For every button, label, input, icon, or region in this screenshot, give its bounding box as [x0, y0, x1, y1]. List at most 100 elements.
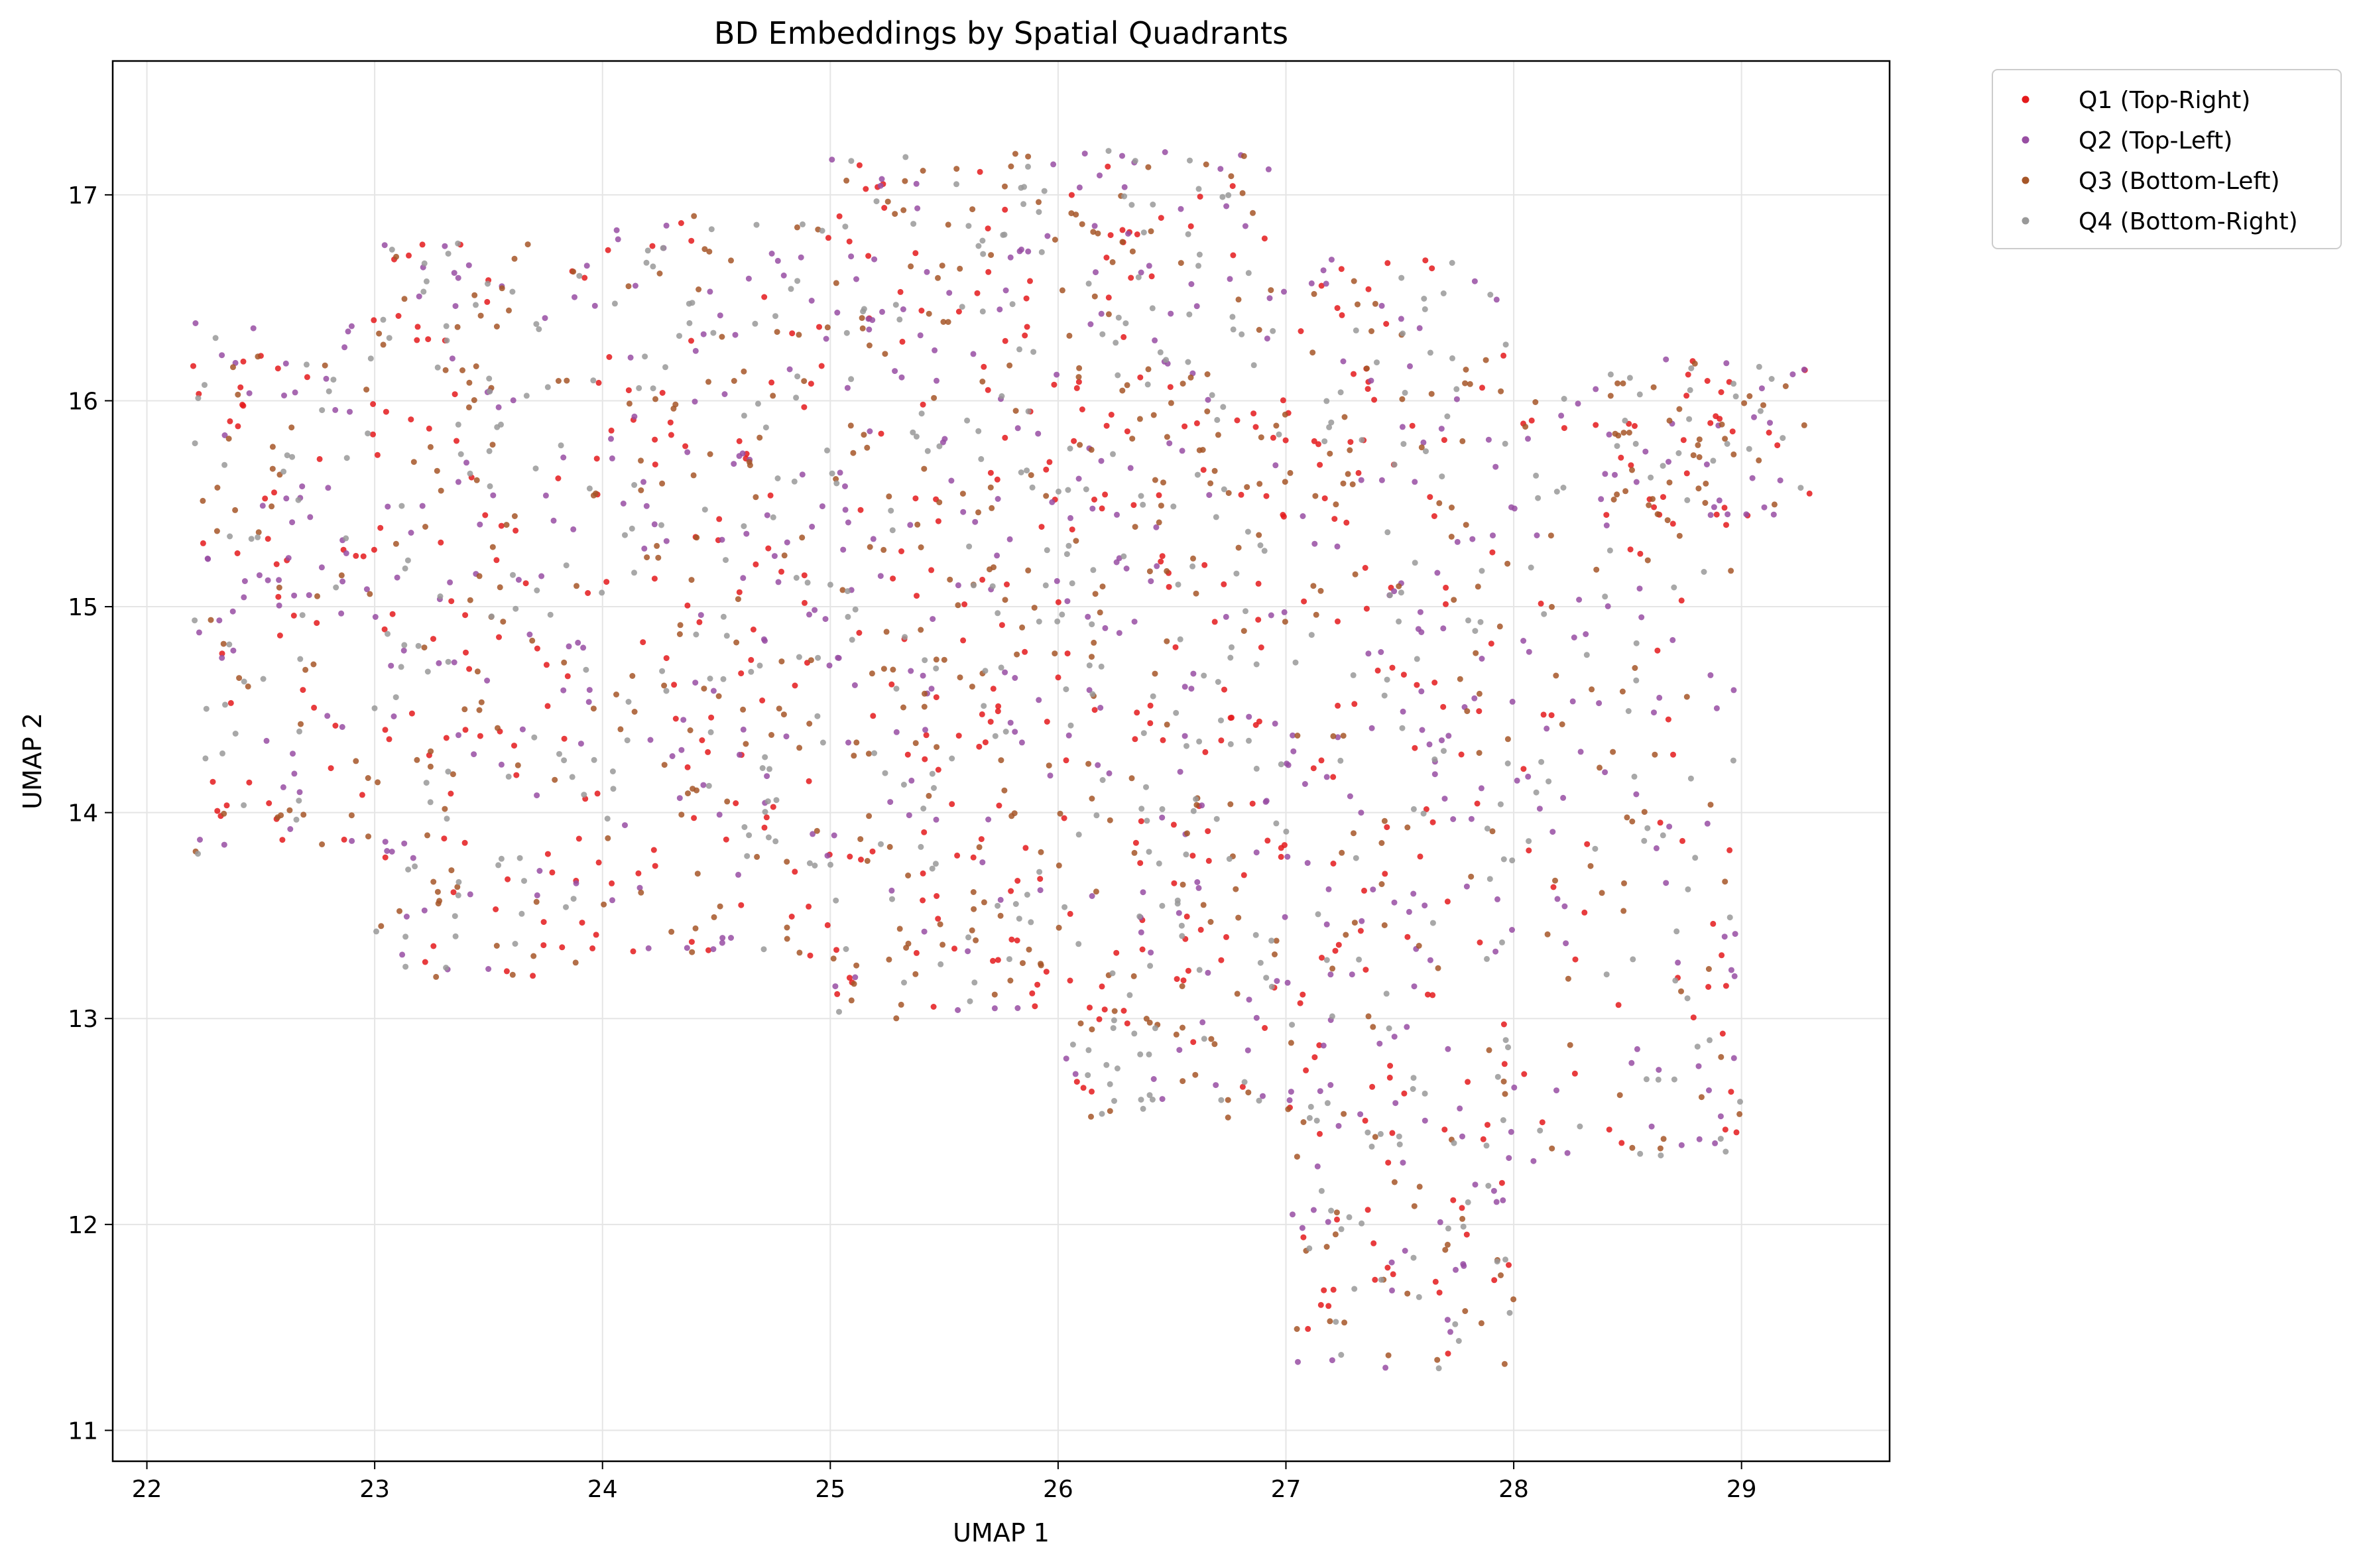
data-point — [500, 619, 507, 625]
data-point — [1127, 465, 1134, 471]
data-point — [1024, 324, 1030, 330]
data-point — [1618, 454, 1624, 461]
data-point — [1501, 1360, 1508, 1367]
data-point — [1282, 619, 1288, 625]
data-point — [1225, 192, 1232, 198]
data-point — [851, 981, 857, 987]
data-point — [980, 251, 987, 257]
data-point — [1688, 365, 1695, 371]
data-point — [878, 841, 884, 847]
data-point — [1173, 1031, 1180, 1038]
legend-box — [1992, 69, 2342, 249]
data-point — [1073, 385, 1080, 391]
data-point — [753, 221, 760, 228]
data-point — [1587, 863, 1594, 869]
data-point — [908, 263, 914, 270]
data-point — [226, 641, 233, 648]
data-point — [1547, 532, 1554, 539]
data-point — [1530, 1158, 1537, 1164]
data-point — [1452, 1321, 1459, 1327]
data-point — [1038, 849, 1044, 855]
data-point — [1473, 650, 1479, 656]
data-point — [1717, 1136, 1724, 1142]
data-point — [1761, 504, 1768, 511]
data-point — [1229, 314, 1236, 320]
data-point — [1359, 437, 1365, 444]
data-point — [1338, 266, 1345, 272]
data-point — [763, 814, 770, 821]
data-point — [1242, 608, 1248, 615]
data-point — [513, 527, 519, 534]
data-point — [1308, 280, 1315, 286]
data-point — [1194, 471, 1201, 478]
data-point — [466, 379, 473, 386]
data-point — [1378, 1276, 1384, 1283]
data-point — [1029, 990, 1036, 996]
data-point — [643, 503, 650, 509]
data-point — [708, 226, 715, 233]
data-point — [1660, 1136, 1667, 1142]
data-point — [1675, 450, 1682, 456]
data-point — [1323, 921, 1330, 928]
data-point — [1185, 231, 1191, 237]
data-point — [1722, 1126, 1728, 1133]
data-point — [1436, 500, 1443, 507]
data-point — [1412, 745, 1418, 751]
data-point — [1723, 983, 1729, 989]
data-point — [1019, 624, 1026, 631]
data-point — [1774, 442, 1781, 449]
data-point — [1459, 438, 1466, 444]
data-point — [1780, 435, 1786, 442]
data-point — [563, 904, 569, 910]
data-point — [989, 583, 996, 589]
data-point — [1091, 223, 1098, 229]
data-point — [899, 338, 906, 345]
data-point — [1041, 188, 1048, 194]
data-point — [1569, 698, 1576, 705]
data-point — [1666, 823, 1673, 830]
data-point — [1159, 1096, 1166, 1103]
data-point — [985, 816, 992, 823]
data-point — [738, 902, 745, 908]
data-point — [1453, 1266, 1459, 1273]
data-point — [1349, 481, 1356, 487]
data-point — [1602, 471, 1608, 477]
data-point — [1159, 814, 1166, 821]
data-point — [1089, 505, 1096, 512]
data-point — [338, 610, 345, 617]
data-point — [586, 485, 593, 492]
data-point — [1250, 362, 1257, 369]
data-point — [1329, 1357, 1335, 1364]
data-point — [808, 381, 814, 387]
data-point — [1099, 777, 1106, 783]
data-point — [890, 575, 896, 582]
data-point — [1140, 1105, 1146, 1112]
data-point — [1305, 1325, 1311, 1332]
data-point — [732, 332, 739, 338]
y-tick-label: 15 — [68, 594, 98, 621]
data-point — [799, 534, 806, 541]
data-point — [1205, 828, 1211, 835]
data-point — [1318, 282, 1325, 289]
data-point — [1072, 1071, 1079, 1077]
data-point — [1152, 337, 1158, 343]
data-point — [314, 593, 320, 599]
data-point — [1467, 381, 1473, 387]
data-point — [1278, 853, 1284, 860]
data-point — [1025, 163, 1031, 170]
data-point — [1301, 598, 1307, 605]
data-point — [852, 974, 859, 981]
data-point — [999, 393, 1005, 399]
x-tick-label: 26 — [1043, 1476, 1073, 1503]
data-point — [1255, 617, 1262, 623]
data-point — [1274, 978, 1280, 985]
data-point — [744, 853, 751, 859]
data-point — [1536, 806, 1543, 812]
data-point — [1221, 581, 1227, 587]
data-point — [920, 168, 926, 174]
data-point — [1632, 440, 1639, 447]
data-point — [240, 358, 247, 365]
data-point — [286, 807, 293, 814]
data-point — [1077, 1020, 1084, 1027]
data-point — [972, 518, 979, 525]
